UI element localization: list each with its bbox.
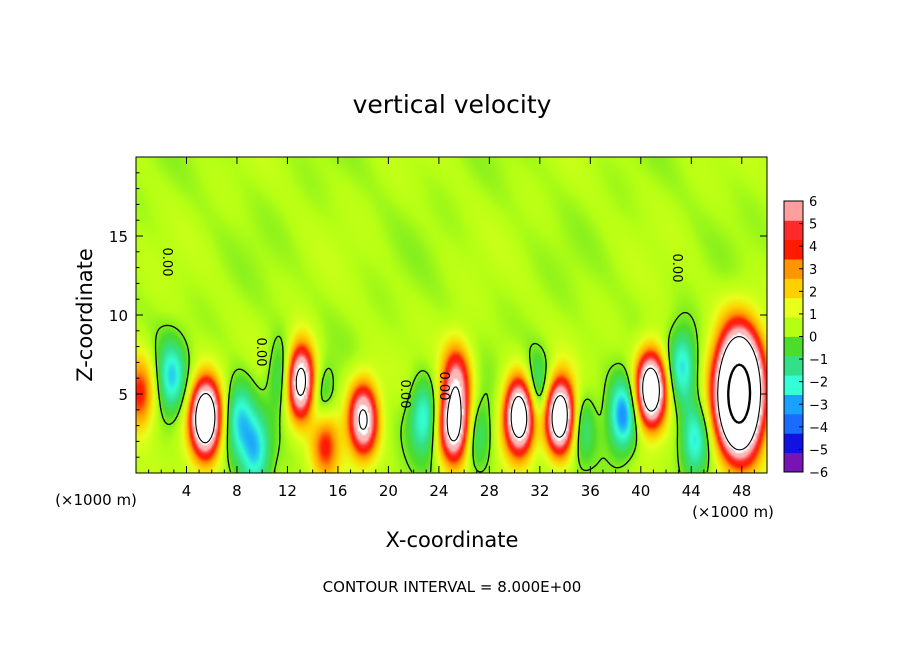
vertical-velocity-field	[136, 157, 767, 473]
x-tick-label: 20	[379, 482, 398, 500]
colorbar-swatch	[784, 375, 803, 395]
x-tick-label: 8	[232, 482, 242, 500]
contour-label: 0.00	[397, 380, 412, 409]
colorbar-tick-label: 0	[809, 331, 817, 346]
colorbar-swatch	[784, 452, 803, 473]
x-unit-left: (×1000 m)	[55, 491, 137, 509]
x-tick-label: 4	[182, 482, 192, 500]
x-axis: 4 8 12 16 20 24 28 32 36 40 44 48	[148, 157, 755, 500]
x-tick-label: 12	[278, 482, 297, 500]
x-tick-label: 36	[581, 482, 600, 500]
y-axis-title: Z-coordinate	[73, 248, 97, 382]
colorbar-swatch	[784, 394, 803, 415]
colorbar-tick-label: −1	[809, 353, 828, 368]
colorbar-swatch	[784, 220, 803, 241]
colorbar-swatch	[784, 317, 803, 337]
colorbar-tick-label: −6	[809, 466, 828, 481]
x-tick-label: 28	[480, 482, 499, 500]
x-axis-title: X-coordinate	[386, 528, 519, 552]
x-tick-label: 40	[631, 482, 650, 500]
y-tick-label: 15	[109, 228, 128, 246]
colorbar-tick-label: −5	[809, 443, 828, 458]
colorbar-swatch	[784, 278, 803, 299]
colorbar-swatch	[784, 413, 803, 434]
zero-contours	[154, 311, 762, 473]
colorbar-tick-label: 5	[809, 218, 817, 233]
contour-positive-strong	[727, 363, 752, 424]
y-tick-label: 10	[109, 307, 128, 325]
contour-labels: 0.00 0.00 0.00 0.00 0.00	[159, 248, 684, 409]
colorbar-tick-label: −2	[809, 376, 828, 391]
colorbar-tick-label: 1	[809, 308, 817, 323]
chart-title: vertical velocity	[353, 90, 552, 119]
contour-label: 0.00	[253, 338, 268, 367]
colorbar-swatch	[784, 297, 803, 318]
y-tick-label: 5	[118, 386, 128, 404]
colorbar-tick-label: −4	[809, 421, 828, 436]
contour-label: 0.00	[436, 372, 451, 401]
contour-positive	[195, 336, 762, 451]
x-tick-label: 44	[682, 482, 701, 500]
x-tick-label: 32	[530, 482, 549, 500]
colorbar-swatch	[784, 355, 803, 376]
contour-label: 0.00	[669, 254, 684, 283]
colorbar-swatch	[784, 336, 803, 357]
colorbar-tick-label: 2	[809, 285, 817, 300]
y-axis: 5 10 15	[109, 172, 767, 458]
colorbar-swatch	[784, 259, 803, 279]
contour-zero	[154, 311, 710, 473]
colorbar: 6 5 4 3 2 1 0 −1 −2 −3 −4 −5 −6	[783, 195, 828, 481]
colorbar-tick-label: 4	[809, 240, 817, 255]
colorbar-tick-label: 6	[809, 195, 817, 210]
colorbar-swatch	[784, 433, 803, 454]
colorbar-tick-label: 3	[809, 263, 817, 278]
x-tick-label: 48	[732, 482, 751, 500]
colorbar-tick-label: −3	[809, 398, 828, 413]
contour-interval-note: CONTOUR INTERVAL = 8.000E+00	[323, 578, 582, 596]
x-tick-label: 24	[429, 482, 448, 500]
x-unit-right: (×1000 m)	[692, 503, 774, 521]
colorbar-swatch	[784, 201, 803, 221]
x-tick-label: 16	[328, 482, 347, 500]
contour-label: 0.00	[159, 248, 174, 277]
colorbar-swatch	[784, 239, 803, 260]
plot-area: 0.00 0.00 0.00 0.00 0.00	[135, 156, 768, 474]
